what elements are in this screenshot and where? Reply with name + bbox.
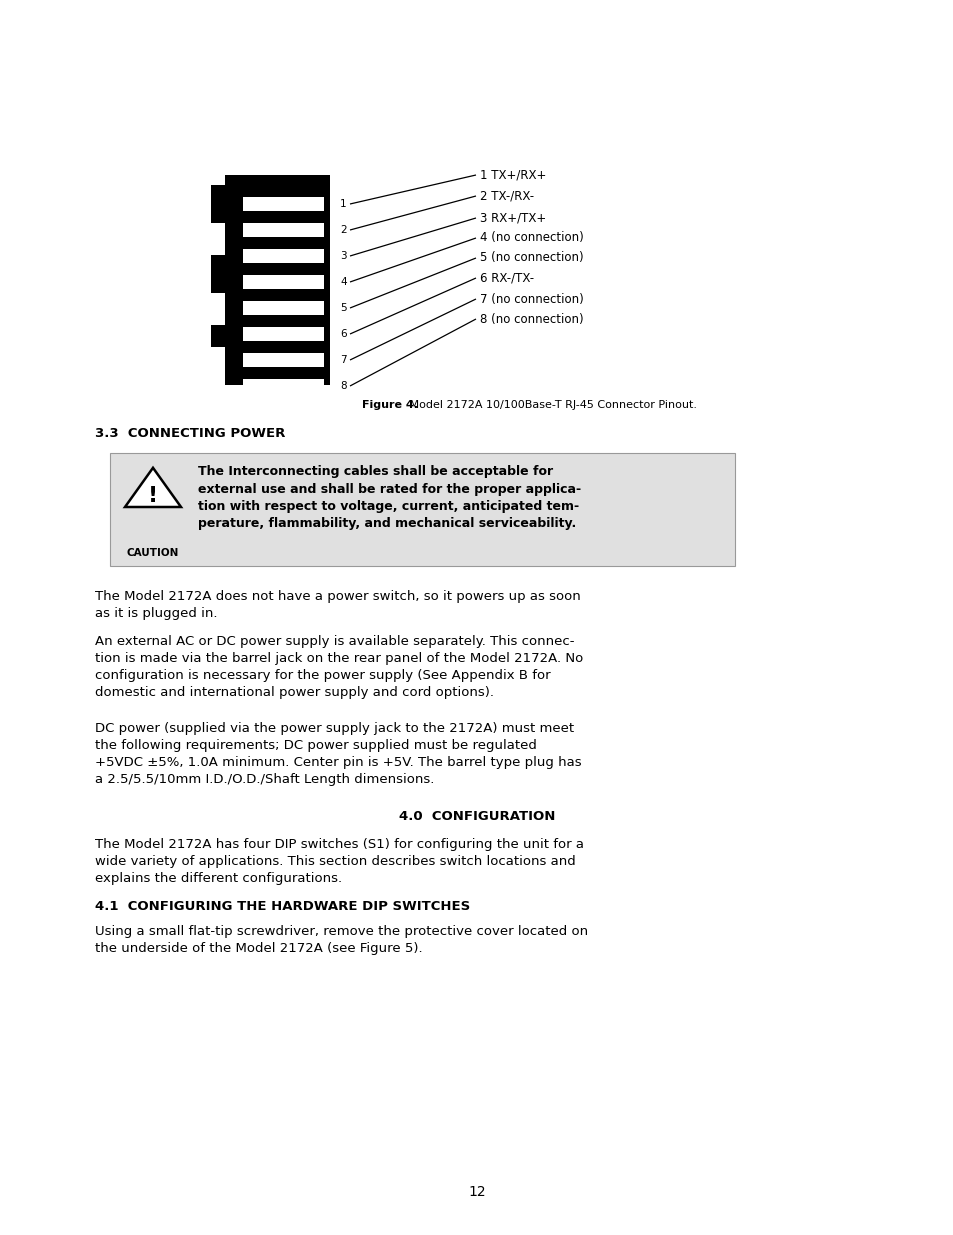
Text: 4 (no connection): 4 (no connection) xyxy=(479,231,583,245)
Text: 12: 12 xyxy=(468,1186,485,1199)
Text: Using a small flat-tip screwdriver, remove the protective cover located on
the u: Using a small flat-tip screwdriver, remo… xyxy=(95,925,587,955)
Text: 7: 7 xyxy=(339,354,346,366)
Text: DC power (supplied via the power supply jack to the 2172A) must meet
the followi: DC power (supplied via the power supply … xyxy=(95,722,581,785)
Polygon shape xyxy=(211,185,225,224)
Polygon shape xyxy=(243,224,324,237)
Text: 3: 3 xyxy=(339,251,346,261)
Text: 6 RX-/TX-: 6 RX-/TX- xyxy=(479,272,534,284)
Text: 2: 2 xyxy=(339,225,346,235)
Text: 3.3  CONNECTING POWER: 3.3 CONNECTING POWER xyxy=(95,427,285,440)
Text: 7 (no connection): 7 (no connection) xyxy=(479,293,583,305)
Text: 1 TX+/RX+: 1 TX+/RX+ xyxy=(479,168,546,182)
Polygon shape xyxy=(243,275,324,289)
Text: 4.0  CONFIGURATION: 4.0 CONFIGURATION xyxy=(398,810,555,823)
Text: 5: 5 xyxy=(339,303,346,312)
Text: 4.1  CONFIGURING THE HARDWARE DIP SWITCHES: 4.1 CONFIGURING THE HARDWARE DIP SWITCHE… xyxy=(95,900,470,913)
Text: !: ! xyxy=(148,485,158,506)
Text: The Model 2172A does not have a power switch, so it powers up as soon
as it is p: The Model 2172A does not have a power sw… xyxy=(95,590,580,620)
Text: Figure 4.: Figure 4. xyxy=(361,400,417,410)
Text: 4: 4 xyxy=(339,277,346,287)
Polygon shape xyxy=(125,468,181,508)
Text: An external AC or DC power supply is available separately. This connec-
tion is : An external AC or DC power supply is ava… xyxy=(95,635,582,699)
Text: 1: 1 xyxy=(339,199,346,209)
Text: 5 (no connection): 5 (no connection) xyxy=(479,252,583,264)
Text: 8: 8 xyxy=(339,382,346,391)
Polygon shape xyxy=(211,325,225,347)
Polygon shape xyxy=(243,301,324,315)
Text: 6: 6 xyxy=(339,329,346,338)
Polygon shape xyxy=(243,249,324,263)
Polygon shape xyxy=(243,198,324,211)
Polygon shape xyxy=(225,175,330,385)
Text: The Interconnecting cables shall be acceptable for
external use and shall be rat: The Interconnecting cables shall be acce… xyxy=(198,466,580,531)
Text: Model 2172A 10/100Base-T RJ-45 Connector Pinout.: Model 2172A 10/100Base-T RJ-45 Connector… xyxy=(406,400,697,410)
Polygon shape xyxy=(243,379,324,393)
FancyBboxPatch shape xyxy=(110,453,734,566)
Text: 8 (no connection): 8 (no connection) xyxy=(479,312,583,326)
Polygon shape xyxy=(243,353,324,367)
Text: The Model 2172A has four DIP switches (S1) for configuring the unit for a
wide v: The Model 2172A has four DIP switches (S… xyxy=(95,839,583,885)
Text: 2 TX-/RX-: 2 TX-/RX- xyxy=(479,189,534,203)
Text: 3 RX+/TX+: 3 RX+/TX+ xyxy=(479,211,546,225)
Polygon shape xyxy=(211,254,225,293)
Text: CAUTION: CAUTION xyxy=(127,548,179,558)
Polygon shape xyxy=(243,327,324,341)
